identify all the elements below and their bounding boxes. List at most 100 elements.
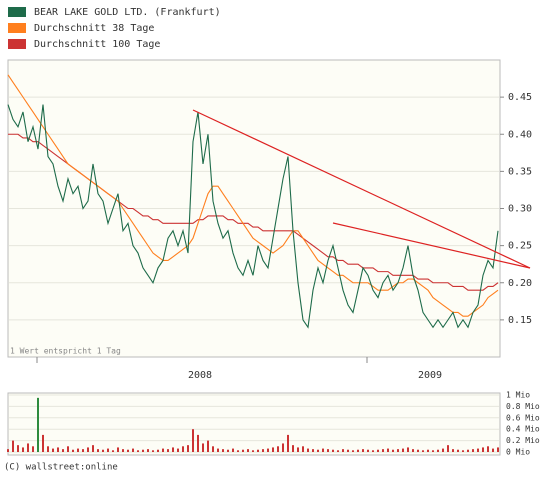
y-tick-label: 0.25 [508, 241, 532, 252]
trend-line [332, 222, 531, 269]
volume-bar [282, 443, 284, 452]
volume-bar [62, 449, 64, 452]
volume-bar [232, 448, 234, 452]
volume-bar [202, 443, 204, 452]
x-tick-label: 2009 [418, 370, 442, 381]
volume-bar [212, 446, 214, 452]
volume-bar [317, 449, 319, 452]
volume-bar [352, 450, 354, 452]
volume-bar [177, 448, 179, 452]
volume-bar [67, 446, 69, 452]
volume-bar [422, 450, 424, 452]
volume-bar [472, 449, 474, 452]
y-tick-label: 0.20 [508, 278, 532, 289]
volume-bar [42, 434, 44, 452]
volume-bar [12, 440, 14, 452]
volume-bar [127, 449, 129, 452]
volume-bar [242, 449, 244, 452]
volume-bar [37, 397, 39, 452]
volume-bar [172, 447, 174, 452]
volume-bar [217, 448, 219, 452]
copyright: (C) wallstreet:online [4, 463, 118, 473]
volume-bar [417, 449, 419, 452]
trend-line [192, 109, 531, 269]
series-line [7, 104, 499, 329]
volume-bar [252, 450, 254, 452]
volume-bar [297, 447, 299, 452]
legend-swatch [8, 23, 26, 33]
volume-bar [27, 443, 29, 452]
y-tick-label: 0.15 [508, 315, 532, 326]
volume-bar [347, 449, 349, 452]
volume-bar [207, 440, 209, 452]
volume-tick-label: 0.6 Mio [506, 413, 540, 422]
volume-bar [492, 448, 494, 452]
volume-bar [442, 448, 444, 452]
volume-bar [327, 449, 329, 452]
note: 1 Wert entspricht 1 Tag [10, 347, 121, 356]
volume-bar [237, 450, 239, 452]
volume-bar [372, 450, 374, 452]
volume-bar [117, 447, 119, 452]
legend-label: Durchschnitt 100 Tage [34, 39, 160, 50]
volume-bar [367, 449, 369, 452]
volume-bar [402, 448, 404, 452]
volume-bar [497, 447, 499, 452]
volume-bar [122, 449, 124, 452]
plot: 0.15 0.20 0.25 0.30 0.35 0.40 0.45 2008 2009 BEAR… [7, 7, 540, 457]
volume-bar [52, 448, 54, 452]
volume-bar [247, 449, 249, 452]
volume-bar [437, 449, 439, 452]
volume-bar [387, 448, 389, 452]
volume-bar [477, 448, 479, 452]
volume-bar [362, 449, 364, 452]
volume-bar [467, 449, 469, 452]
y-tick-label: 0.35 [508, 166, 532, 177]
volume-bar [7, 449, 9, 452]
volume-bar [392, 449, 394, 452]
volume-bar [287, 434, 289, 452]
y-tick-label: 0.40 [508, 129, 532, 140]
volume-bar [142, 449, 144, 452]
volume-bar [182, 446, 184, 452]
volume-bar [157, 449, 159, 452]
volume-bar [262, 449, 264, 452]
volume-bar [447, 445, 449, 452]
volume-bar [32, 446, 34, 452]
volume-bar [57, 447, 59, 452]
legend-swatch [8, 39, 26, 49]
volume-bar [107, 448, 109, 452]
y-tick-label: 0.30 [508, 204, 532, 215]
volume-bar [407, 447, 409, 452]
volume-bar [227, 449, 229, 452]
volume-bar [482, 447, 484, 452]
volume-bar [97, 449, 99, 452]
volume-area [7, 392, 501, 456]
volume-bar [397, 449, 399, 452]
volume-bar [432, 450, 434, 452]
volume-bar [152, 450, 154, 452]
volume-bar [132, 448, 134, 452]
volume-bar [87, 447, 89, 452]
volume-tick-label: 0.8 Mio [506, 402, 540, 411]
volume-bar [147, 449, 149, 452]
volume-bar [92, 445, 94, 452]
volume-bar [112, 450, 114, 452]
volume-bar [312, 449, 314, 452]
volume-bar [167, 449, 169, 452]
volume-bar [357, 449, 359, 452]
volume-bar [452, 449, 454, 452]
volume-bar [192, 429, 194, 452]
volume-bar [77, 448, 79, 452]
volume-bar [457, 449, 459, 452]
volume-bar [222, 449, 224, 452]
legend-label: BEAR LAKE GOLD LTD. (Frankfurt) [34, 7, 221, 18]
volume-bar [82, 449, 84, 452]
x-tick-label: 2008 [188, 370, 212, 381]
volume-bar [47, 446, 49, 452]
volume-tick-label: 1 Mio [506, 391, 530, 400]
volume-bar [332, 449, 334, 452]
volume-bar [187, 445, 189, 452]
series-line [7, 74, 499, 317]
